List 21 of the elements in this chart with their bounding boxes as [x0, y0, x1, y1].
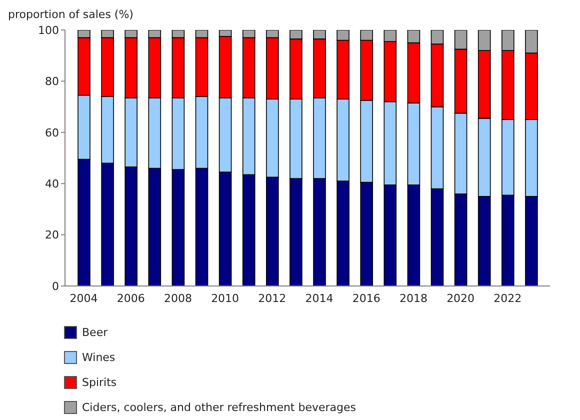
x-tick-label: 2022 — [494, 292, 522, 305]
y-axis-title: proportion of sales (%) — [8, 8, 134, 22]
x-tick-label: 2010 — [211, 292, 240, 305]
y-tick-label: 0 — [52, 280, 59, 293]
legend-label: Ciders, coolers, and other refreshment beverages — [82, 401, 356, 414]
x-tick-label: 2020 — [446, 292, 475, 305]
x-tick-label: 2016 — [352, 292, 380, 305]
y-tick-label: 100 — [38, 24, 59, 37]
legend-label: Wines — [82, 351, 116, 364]
legend-label: Beer — [82, 326, 108, 339]
x-tick-label: 2014 — [305, 292, 334, 305]
y-tick-label: 80 — [45, 75, 59, 88]
x-tick-label: 2004 — [70, 292, 98, 305]
x-tick-label: 2008 — [164, 292, 192, 305]
y-tick-label: 20 — [45, 228, 59, 242]
legend-label: Spirits — [82, 376, 117, 389]
x-tick-label: 2012 — [258, 292, 286, 305]
y-tick-label: 60 — [45, 126, 59, 140]
y-tick-label: 40 — [45, 178, 59, 191]
x-tick-label: 2018 — [399, 292, 428, 305]
x-tick-label: 2006 — [116, 292, 145, 305]
